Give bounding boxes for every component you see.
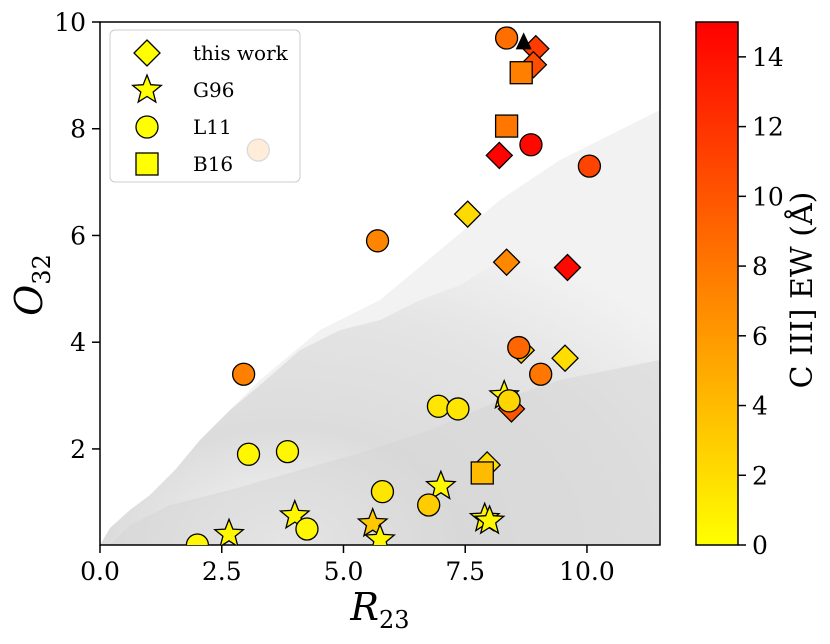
legend-diamond-icon [133,39,161,67]
circle-marker [236,442,261,466]
star-marker [278,498,311,530]
circle-marker [577,154,602,178]
legend-items: this work G96 L11 B16 [131,39,289,176]
diamond-marker [453,200,482,229]
x-axis-title-sub: 23 [379,606,410,634]
y-tick-label: 2 [70,435,86,464]
legend-star-icon [131,73,163,104]
x-axis-title-main: R [349,585,379,629]
circle-marker [232,362,256,386]
colorbar-tick-label: 6 [752,322,768,351]
legend-label: B16 [193,152,233,176]
colorbar-tick-label: 0 [752,531,768,560]
circle-marker [494,26,519,50]
diamond-marker [485,141,514,170]
circle-marker [185,533,210,545]
circle-marker [446,397,470,421]
star-marker [364,522,396,545]
diamond-marker [553,253,582,282]
diamond-marker [551,344,579,373]
legend-square-icon [135,152,159,176]
square-marker [470,461,494,485]
density-faint [200,110,660,440]
star-marker [473,504,506,535]
data-markers [185,26,602,545]
colorbar-tick-label: 12 [752,113,784,142]
legend-label: G96 [193,78,234,102]
circle-marker [370,479,395,504]
y-tick-label: 4 [70,328,86,357]
colorbar-title: C III] EW (Å) [784,192,820,389]
legend-label: this work [193,41,289,65]
colorbar-tick-label: 14 [752,43,784,72]
square-marker [509,61,533,85]
circle-marker [519,133,543,157]
legend-label: L11 [193,115,232,139]
circle-marker [497,389,521,413]
legend-circle-icon [135,115,159,139]
y-axis-title-sub: 32 [28,254,56,285]
y-tick-label: 6 [70,221,86,250]
x-tick-label: 2.5 [202,557,242,586]
colorbar: 0 2 4 6 8 10 12 14 C III] EW (Å) [695,21,820,560]
colorbar-tick-label: 10 [752,182,784,211]
x-tick-label: 0.0 [80,557,120,586]
circle-marker [275,439,300,464]
circle-marker [426,394,451,418]
x-tick-label: 10.0 [559,557,615,586]
colorbar-ticks: 0 2 4 6 8 10 12 14 [738,43,784,560]
circle-marker [295,517,319,541]
circle-marker [529,362,553,386]
circle-marker [417,493,441,517]
star-marker [213,517,246,545]
y-axis-title-main: O [7,285,51,316]
plot-area [99,21,661,546]
y-axis-ticks: 2 4 6 8 10 [54,8,100,464]
square-marker [494,114,519,138]
star-marker [356,506,389,538]
y-tick-label: 8 [70,115,86,144]
x-axis-ticks: 0.0 2.5 5.0 7.5 10.0 [80,545,615,586]
colorbar-gradient [695,21,739,546]
legend: this work G96 L11 B16 [109,29,301,183]
y-axis-title: O32 [7,254,56,316]
x-tick-label: 5.0 [324,557,364,586]
circle-marker [507,335,531,360]
star-marker [424,469,457,500]
colorbar-tick-label: 4 [752,392,768,421]
colorbar-tick-label: 8 [752,252,768,281]
diamond-marker [492,248,521,277]
upper-limit-marker [515,32,532,50]
colorbar-tick-label: 2 [752,461,768,490]
x-axis-title: R23 [349,585,409,634]
legend-box [109,29,301,183]
x-tick-label: 7.5 [445,557,485,586]
circle-marker [365,229,390,253]
y-tick-label: 10 [54,8,86,37]
